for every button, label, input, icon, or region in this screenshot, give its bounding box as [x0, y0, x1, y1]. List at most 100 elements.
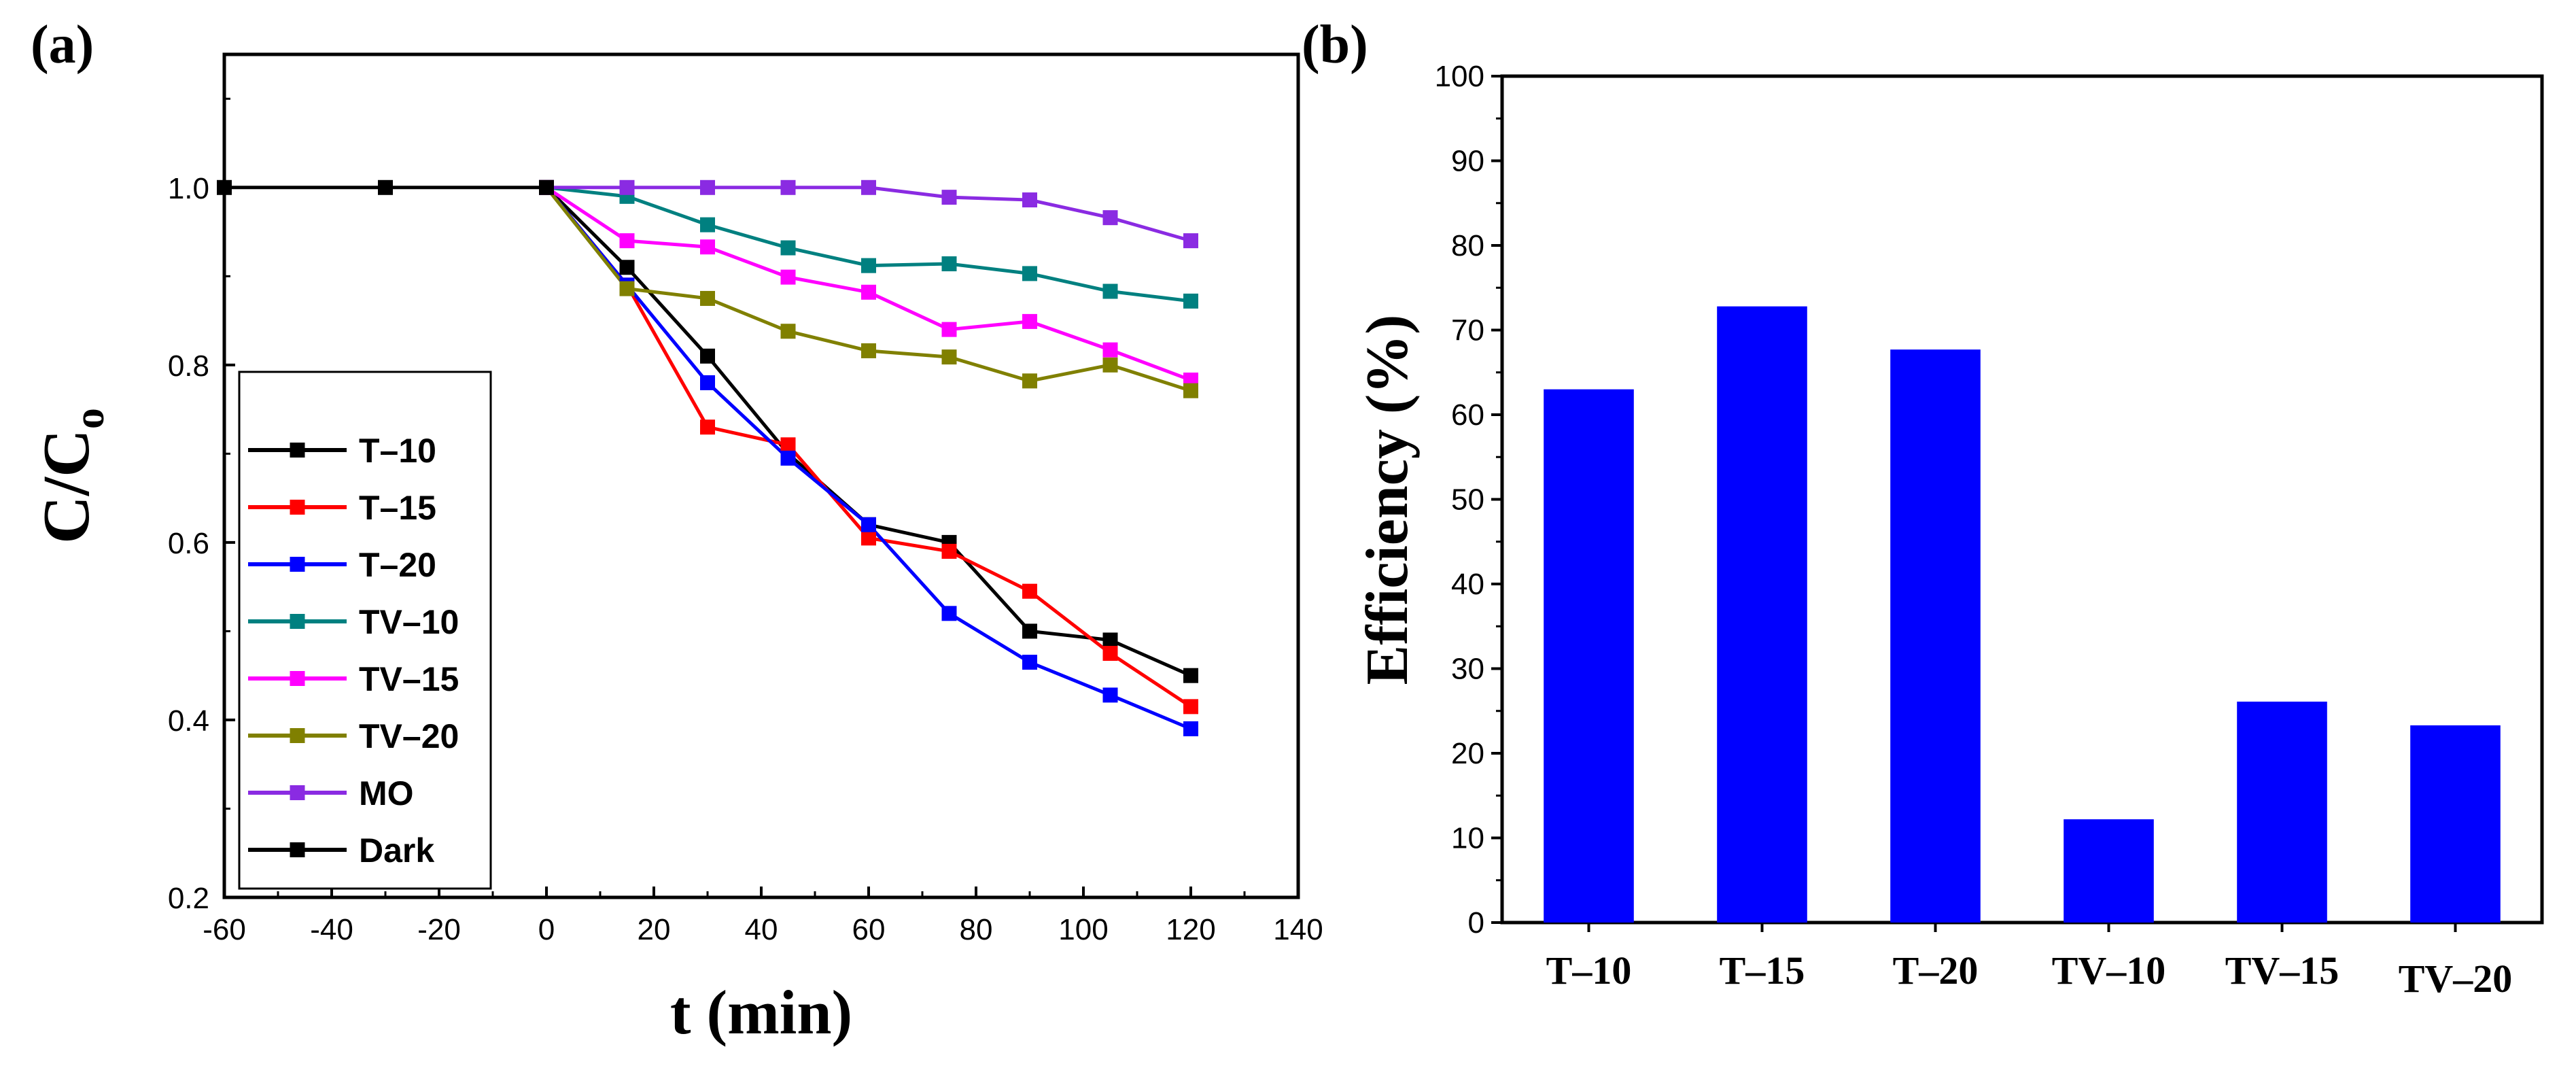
legend-label: MO [359, 774, 414, 812]
legend-swatch-marker [290, 443, 305, 458]
bar-tv-10 [2064, 819, 2154, 923]
data-point-tv-10 [1022, 266, 1037, 281]
data-point-t-20 [1102, 687, 1118, 703]
x-tick-label: 100 [1058, 913, 1108, 946]
panel-b-label: (b) [1302, 15, 1368, 75]
x-tick-label: -20 [417, 913, 461, 946]
panel-a-line-chart: (a) -60 -40 -20 0 20 40 60 80 100 120 140 0.2 0.4 0.6… [30, 15, 1323, 1047]
data-point-t-15 [780, 437, 796, 453]
y-tick-label: 40 [1451, 568, 1484, 601]
category-label: T–10 [1546, 948, 1632, 993]
data-point-mo [619, 179, 635, 195]
data-point-tv-10 [861, 258, 876, 273]
data-point-dark [539, 179, 554, 195]
panel-a-label: (a) [31, 15, 94, 75]
legend-item-mo: MO [248, 774, 414, 812]
data-point-tv-15 [1022, 313, 1037, 329]
legend-swatch-marker [290, 671, 305, 686]
data-point-tv-15 [861, 284, 876, 300]
legend-swatch-marker [290, 500, 305, 515]
legend-label: T–10 [359, 432, 436, 470]
data-point-tv-20 [1022, 373, 1037, 389]
data-point-t-20 [780, 450, 796, 466]
data-point-t-20 [700, 375, 715, 390]
x-tick-label: 20 [638, 913, 671, 946]
data-point-tv-10 [1102, 283, 1118, 299]
panel-a-legend: T–10 T–15 T–20 TV–10 TV–15 TV–20 MO Dark [238, 371, 492, 890]
category-label: TV–10 [2052, 948, 2166, 993]
data-point-tv-20 [780, 324, 796, 339]
y-tick-label: 80 [1451, 229, 1484, 262]
data-point-tv-10 [700, 217, 715, 233]
x-tick-label: 0 [538, 913, 555, 946]
panel-a-x-axis-title: t (min) [670, 978, 852, 1047]
bar-t-10 [1544, 389, 1634, 923]
svg-text:C/Co: C/Co [30, 408, 113, 544]
panel-a-series-markers [217, 179, 1198, 736]
y-tick-label: 60 [1451, 398, 1484, 432]
legend-swatch-marker [290, 785, 305, 800]
data-point-mo [780, 179, 796, 195]
data-point-tv-15 [780, 269, 796, 285]
bar-tv-15 [2237, 702, 2327, 923]
category-label: TV–20 [2399, 957, 2513, 1001]
bar-t-20 [1890, 349, 1981, 923]
data-point-tv-10 [941, 256, 957, 272]
data-point-t-20 [1022, 655, 1037, 670]
y-tick-label: 30 [1451, 653, 1484, 686]
legend-swatch-marker [290, 842, 305, 857]
panel-b-y-axis-title-group: Efficiency (%) [1355, 315, 1421, 685]
data-point-mo [941, 190, 957, 205]
y-tick-label: 70 [1451, 314, 1484, 347]
panel-a-ticks: -60 -40 -20 0 20 40 60 80 100 120 140 0.2 0.4 0.6 0.8 1… [168, 97, 1323, 946]
data-point-tv-15 [1102, 342, 1118, 358]
legend-label: TV–20 [359, 717, 459, 755]
category-label: TV–15 [2225, 948, 2339, 993]
data-point-t-10 [700, 348, 715, 364]
x-tick-label: -60 [203, 913, 246, 946]
legend-item-t-10: T–10 [248, 432, 436, 470]
legend-item-t-20: T–20 [248, 546, 436, 584]
y-tick-label: 100 [1435, 60, 1484, 93]
data-point-t-20 [861, 517, 876, 532]
x-tick-label: 60 [852, 913, 886, 946]
y-tick-label: 90 [1451, 145, 1484, 178]
panel-b-bar-chart: (b) 0 10 20 30 40 50 60 70 80 90 100 T–10 T–15 T–20 TV… [1302, 15, 2544, 1001]
panel-b-y-axis-title: Efficiency (%) [1355, 315, 1421, 685]
panel-a-y-axis-title-main: C/C [30, 429, 103, 544]
panel-a-y-axis-title-sub: o [67, 408, 113, 429]
data-point-tv-20 [700, 290, 715, 306]
data-point-tv-15 [941, 322, 957, 337]
data-point-tv-20 [1102, 357, 1118, 373]
y-tick-label: 0 [1468, 906, 1484, 940]
y-tick-label: 1.0 [168, 172, 209, 205]
data-point-mo [1183, 233, 1198, 249]
data-point-t-10 [1022, 623, 1037, 639]
data-point-mo [1022, 192, 1037, 208]
legend-label: TV–10 [359, 603, 459, 641]
category-label: T–20 [1893, 948, 1979, 993]
panel-b-bars [1544, 306, 2501, 923]
data-point-dark [378, 179, 393, 195]
x-tick-label: -40 [310, 913, 353, 946]
legend-label: Dark [359, 831, 434, 870]
data-point-t-15 [1102, 646, 1118, 661]
legend-swatch-marker [290, 728, 305, 743]
legend-swatch-marker [290, 557, 305, 572]
data-point-t-15 [700, 419, 715, 435]
bar-t-15 [1717, 306, 1807, 923]
data-point-tv-20 [941, 349, 957, 365]
data-point-tv-20 [1183, 383, 1198, 398]
data-point-t-10 [1183, 668, 1198, 683]
x-tick-label: 40 [745, 913, 778, 946]
data-point-tv-10 [1183, 293, 1198, 309]
y-tick-label: 0.2 [168, 882, 209, 915]
y-tick-label: 0.8 [168, 349, 209, 383]
data-point-t-15 [861, 530, 876, 546]
data-point-mo [700, 179, 715, 195]
y-tick-label: 50 [1451, 483, 1484, 517]
legend-swatch-marker [290, 614, 305, 629]
y-tick-label: 20 [1451, 737, 1484, 770]
data-point-t-20 [941, 606, 957, 621]
